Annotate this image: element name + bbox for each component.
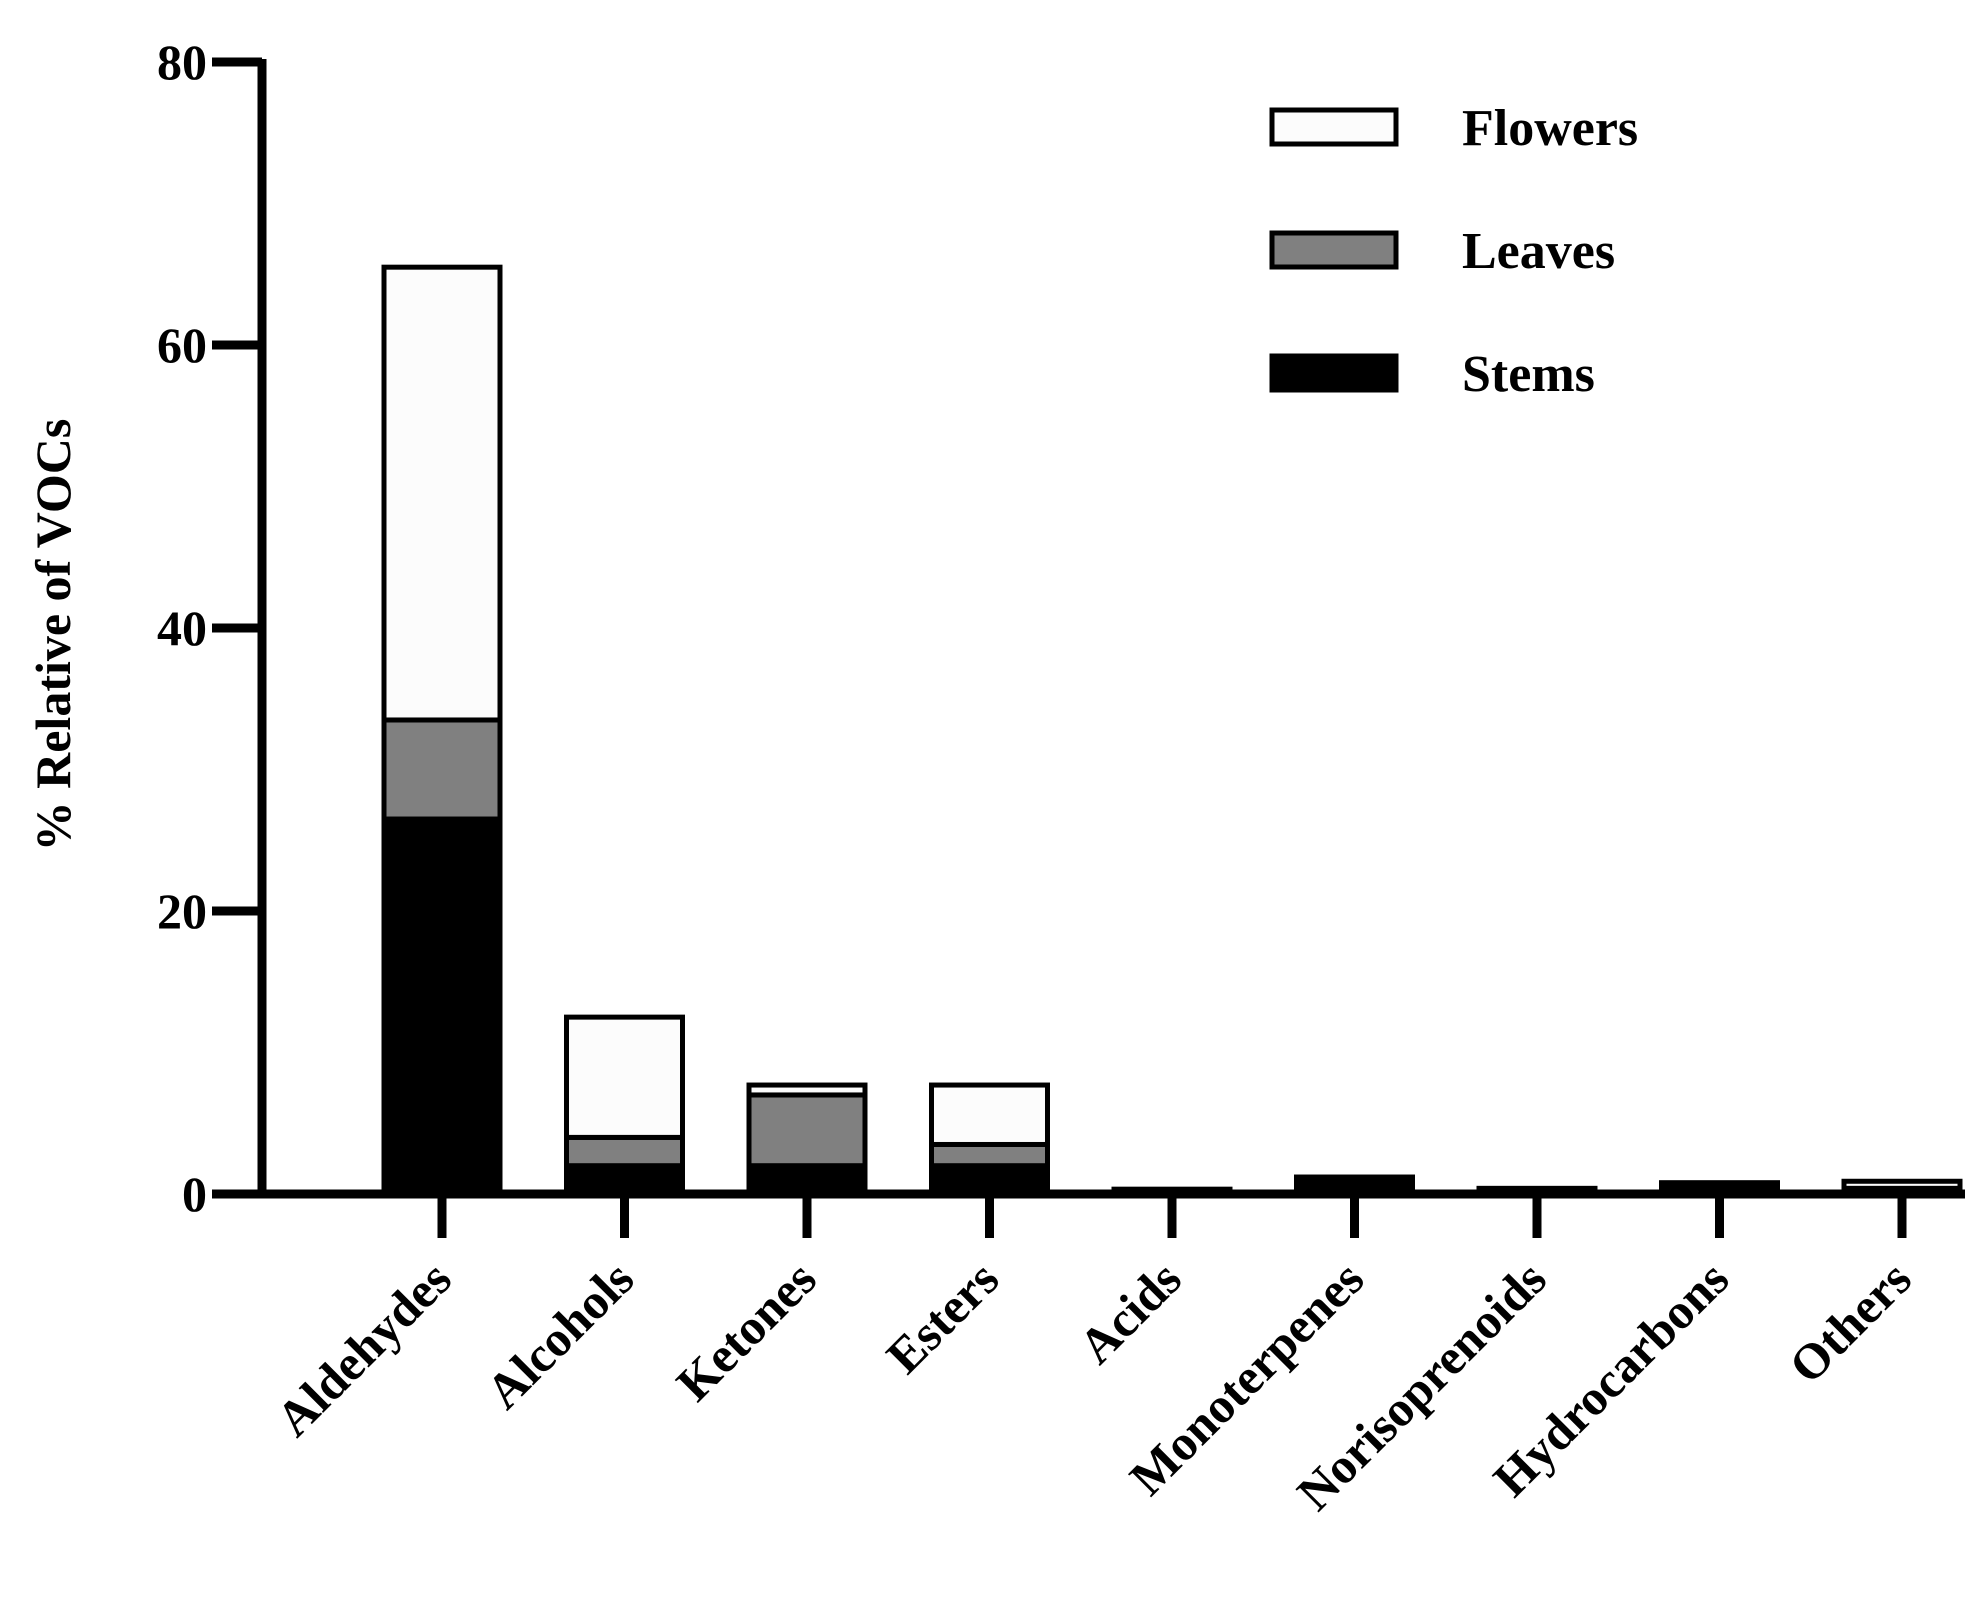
y-tick-label-60: 60 (157, 317, 207, 373)
category-labels-layer: Aldehydes Alcohols Ketones Esters AcidsMonot… (265, 1250, 1922, 1521)
x-tick-label-acids: Acids (1068, 1250, 1192, 1374)
bar-stems-aldehydes (381, 816, 503, 1197)
y-tick-label-40: 40 (157, 600, 207, 656)
x-tick-label-aldehydes: Aldehydes (265, 1250, 462, 1447)
x-tick-label-alcohols: Alcohols (475, 1250, 644, 1419)
bar-leaves-aldehydes (381, 717, 503, 822)
bar-leaves-alcohols (564, 1134, 685, 1169)
legend: Flowers Leaves Stems (1269, 100, 1638, 403)
y-tick-label-20: 20 (157, 883, 207, 939)
ticks-layer: 0 20 40 60 80 (157, 34, 1907, 1238)
bar-flowers-others (1841, 1178, 1963, 1191)
x-tick-label-esters: Esters (875, 1250, 1009, 1384)
legend-label-stems: Stems (1462, 346, 1595, 403)
y-tick-label-80: 80 (157, 34, 207, 90)
bar-flowers-monoterpenes (1294, 1174, 1415, 1183)
bar-leaves-ketones (746, 1092, 868, 1169)
y-tick-label-0: 0 (182, 1166, 207, 1222)
legend-label-flowers: Flowers (1462, 100, 1638, 157)
legend-swatch-flowers (1269, 107, 1399, 147)
legend-swatch-leaves (1269, 230, 1399, 270)
bars-layer (381, 264, 1963, 1197)
bar-flowers-aldehydes (381, 264, 503, 723)
legend-label-leaves: Leaves (1462, 223, 1615, 280)
x-tick-label-others: Others (1778, 1250, 1922, 1394)
bar-flowers-esters (929, 1082, 1050, 1147)
bar-flowers-hydrocarbons (1659, 1180, 1780, 1190)
x-tick-label-ketones: Ketones (665, 1250, 826, 1411)
bar-flowers-alcohols (564, 1014, 685, 1140)
bar-leaves-esters (929, 1141, 1050, 1169)
bar-flowers-ketones (746, 1082, 868, 1098)
y-axis-title: % Relative of VOCs (25, 419, 81, 852)
legend-swatch-stems (1269, 353, 1399, 393)
axes-layer (257, 59, 1965, 1199)
